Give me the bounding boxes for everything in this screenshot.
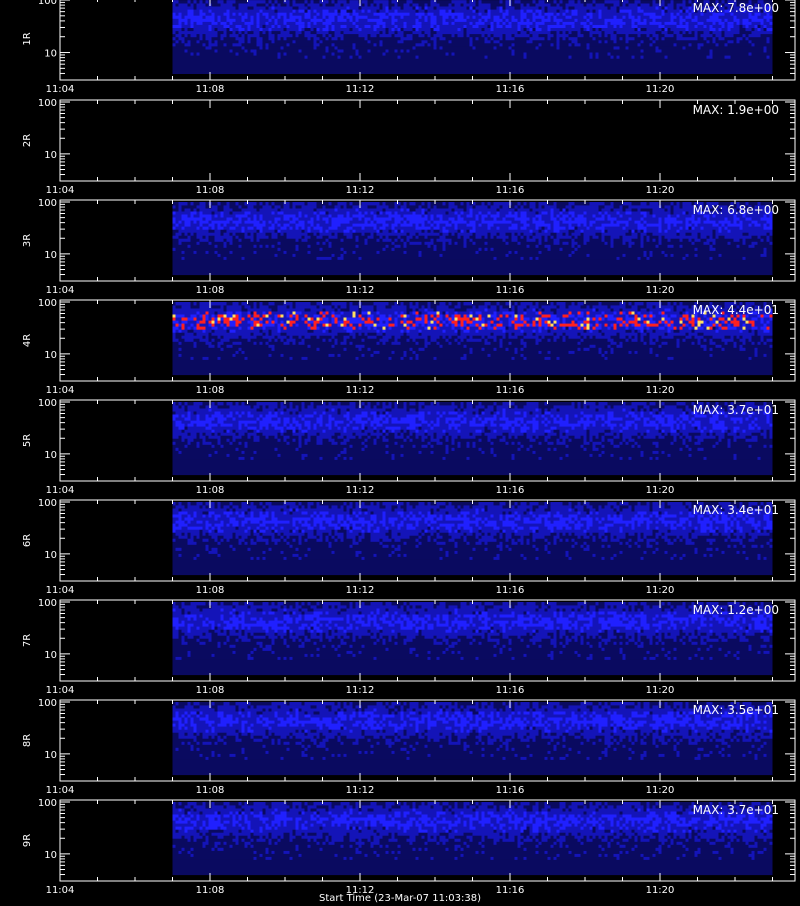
- panel-3R: 100 10 3R 11:04 11:08 11:12 11:16 11:20 MAX: 6.8…: [22, 198, 795, 296]
- heatmap-5R: [173, 402, 773, 475]
- max-annotation-1R: MAX: 7.8e+00: [693, 1, 779, 15]
- panel-label-7R: 7R: [22, 634, 33, 647]
- x-tick-label: 11:20: [646, 685, 675, 696]
- y-tick-label: 10: [44, 650, 57, 661]
- max-annotation-5R: MAX: 3.7e+01: [693, 403, 779, 417]
- y-tick-label: 100: [38, 698, 57, 709]
- x-tick-label: 11:20: [646, 185, 675, 196]
- x-tick-label: 11:20: [646, 285, 675, 296]
- x-tick-label: 11:08: [196, 785, 225, 796]
- max-annotation-8R: MAX: 3.5e+01: [693, 703, 779, 717]
- x-tick-label: 11:08: [196, 485, 225, 496]
- y-tick-label: 10: [44, 350, 57, 361]
- y-tick-label: 10: [44, 750, 57, 761]
- x-tick-label: 11:20: [646, 84, 675, 95]
- x-tick-label: 11:16: [496, 84, 525, 95]
- x-tick-label: 11:16: [496, 585, 525, 596]
- panel-label-2R: 2R: [22, 134, 33, 147]
- x-tick-label: 11:16: [496, 285, 525, 296]
- x-tick-label: 11:16: [496, 785, 525, 796]
- x-axis-footer-label: Start Time (23-Mar-07 11:03:38): [0, 892, 800, 906]
- x-tick-label: 11:20: [646, 385, 675, 396]
- x-tick-label: 11:20: [646, 585, 675, 596]
- y-tick-label: 10: [44, 49, 57, 60]
- y-tick-label: 100: [38, 198, 57, 209]
- x-tick-label: 11:08: [196, 185, 225, 196]
- x-tick-label: 11:08: [196, 585, 225, 596]
- panel-label-1R: 1R: [22, 32, 33, 45]
- x-tick-label: 11:04: [46, 585, 75, 596]
- x-tick-label: 11:12: [346, 285, 375, 296]
- heatmap-8R: [173, 702, 773, 775]
- panel-label-8R: 8R: [22, 734, 33, 747]
- y-tick-label: 100: [38, 498, 57, 509]
- x-tick-label: 11:04: [46, 385, 75, 396]
- max-annotation-9R: MAX: 3.7e+01: [693, 803, 779, 817]
- x-tick-label: 11:12: [346, 785, 375, 796]
- y-tick-label: 10: [44, 250, 57, 261]
- x-tick-label: 11:04: [46, 185, 75, 196]
- heatmap-6R: [173, 502, 773, 575]
- panel-1R: 100 10 1R 11:04 11:08 11:12 11:16 11:20 MAX: 7.8…: [22, 0, 795, 95]
- panel-6R: 100 10 6R 11:04 11:08 11:12 11:16 11:20 MAX: 3.4…: [22, 498, 795, 596]
- panel-label-5R: 5R: [22, 434, 33, 447]
- y-tick-label: 10: [44, 150, 57, 161]
- x-tick-label: 11:04: [46, 785, 75, 796]
- panel-label-6R: 6R: [22, 534, 33, 547]
- heatmap-4R: [173, 302, 773, 375]
- y-tick-label: 100: [38, 598, 57, 609]
- x-tick-label: 11:04: [46, 84, 75, 95]
- max-annotation-4R: MAX: 4.4e+01: [693, 303, 779, 317]
- panel-2R: 100 10 2R 11:04 11:08 11:12 11:16 11:20 MAX: 1.9…: [22, 98, 795, 196]
- x-tick-label: 11:12: [346, 385, 375, 396]
- x-tick-label: 11:08: [196, 685, 225, 696]
- y-tick-label: 100: [38, 798, 57, 809]
- x-tick-label: 11:20: [646, 485, 675, 496]
- x-tick-label: 11:12: [346, 585, 375, 596]
- x-tick-label: 11:04: [46, 685, 75, 696]
- x-tick-label: 11:16: [496, 485, 525, 496]
- heatmap-1R: [173, 0, 773, 74]
- x-tick-label: 11:16: [496, 685, 525, 696]
- y-tick-label: 100: [38, 298, 57, 309]
- max-annotation-3R: MAX: 6.8e+00: [693, 203, 779, 217]
- panel-5R: 100 10 5R 11:04 11:08 11:12 11:16 11:20 MAX: 3.7…: [22, 398, 795, 496]
- x-tick-label: 11:08: [196, 385, 225, 396]
- panel-4R: 100 10 4R 11:04 11:08 11:12 11:16 11:20 MAX: 4.4…: [22, 298, 795, 396]
- x-tick-label: 11:04: [46, 285, 75, 296]
- max-annotation-7R: MAX: 1.2e+00: [693, 603, 779, 617]
- heatmap-7R: [173, 602, 773, 675]
- x-tick-label: 11:04: [46, 485, 75, 496]
- x-tick-label: 11:12: [346, 685, 375, 696]
- x-tick-label: 11:08: [196, 285, 225, 296]
- y-tick-label: 100: [38, 398, 57, 409]
- panel-label-4R: 4R: [22, 334, 33, 347]
- panel-8R: 100 10 8R 11:04 11:08 11:12 11:16 11:20 MAX: 3.5…: [22, 698, 795, 796]
- y-tick-label: 100: [38, 98, 57, 109]
- x-tick-label: 11:12: [346, 185, 375, 196]
- y-tick-label: 10: [44, 550, 57, 561]
- heatmap-9R: [173, 802, 773, 875]
- x-tick-label: 11:16: [496, 385, 525, 396]
- axes-frame-2R: [60, 100, 795, 181]
- max-annotation-6R: MAX: 3.4e+01: [693, 503, 779, 517]
- panel-label-9R: 9R: [22, 834, 33, 847]
- x-tick-label: 11:12: [346, 485, 375, 496]
- max-annotation-2R: MAX: 1.9e+00: [693, 103, 779, 117]
- panel-7R: 100 10 7R 11:04 11:08 11:12 11:16 11:20 MAX: 1.2…: [22, 598, 795, 696]
- x-tick-label: 11:12: [346, 84, 375, 95]
- heatmap-3R: [173, 202, 773, 275]
- panel-label-3R: 3R: [22, 234, 33, 247]
- y-tick-label: 10: [44, 450, 57, 461]
- x-tick-label: 11:16: [496, 185, 525, 196]
- x-tick-label: 11:08: [196, 84, 225, 95]
- x-tick-label: 11:20: [646, 785, 675, 796]
- y-tick-label: 10: [44, 850, 57, 861]
- y-tick-label: 100: [38, 0, 57, 7]
